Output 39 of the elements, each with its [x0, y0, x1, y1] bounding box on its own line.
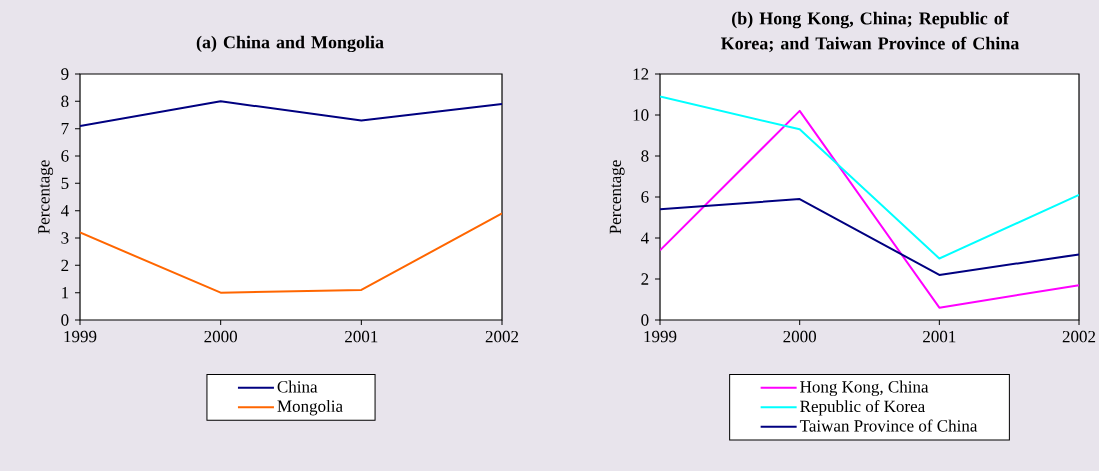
legend-label: Mongolia: [277, 399, 343, 416]
y-tick-label: 12: [633, 68, 649, 80]
x-tick-label: 1999: [64, 330, 97, 343]
line-series: [660, 109, 1080, 309]
y-tick-label: 9: [61, 68, 69, 80]
y-tick-label: 3: [61, 232, 69, 244]
x-tick-label: 2000: [783, 330, 817, 343]
y-tick-label: 10: [633, 109, 649, 121]
x-tick-label: 2002: [485, 330, 519, 343]
y-tick-label: 4: [640, 232, 649, 244]
line-series: [80, 212, 503, 294]
y-axis-title: Percentage: [38, 160, 54, 234]
chart-title: (a) China and Mongolia: [196, 35, 384, 53]
y-tick-label: 5: [61, 177, 69, 189]
y-tick-label: 6: [641, 191, 649, 203]
y-tick-label: 0: [641, 314, 649, 326]
x-tick-label: 2001: [923, 330, 956, 343]
y-tick-label: 4: [60, 205, 69, 217]
x-tick-label: 1999: [644, 330, 677, 343]
line-series: [660, 198, 1080, 276]
chart-title: (b) Hong Kong, China; Republic of Korea; and Taiwan Province of China: [720, 11, 1020, 53]
y-tick-label: 2: [641, 273, 649, 285]
y-tick-label: 8: [641, 150, 649, 162]
y-tick-label: 7: [61, 123, 69, 135]
x-tick-label: 2000: [204, 330, 238, 343]
legend-label: China: [277, 380, 318, 393]
y-tick-label: 1: [62, 287, 69, 299]
y-axis-title: Percentage: [609, 160, 625, 234]
y-tick-label: 2: [61, 259, 69, 271]
y-tick-label: 6: [61, 150, 69, 162]
y-tick-label: 8: [61, 95, 69, 108]
y-tick-label: 0: [61, 314, 69, 326]
legend-label: Republic of Korea: [800, 399, 925, 416]
x-tick-label: 2001: [345, 330, 378, 343]
legend-label: Hong Kong, China: [800, 380, 929, 397]
line-series: [80, 100, 503, 127]
line-series: [660, 95, 1080, 260]
legend-label: Taiwan Province of China: [799, 419, 978, 432]
x-tick-label: 2002: [1062, 330, 1096, 343]
